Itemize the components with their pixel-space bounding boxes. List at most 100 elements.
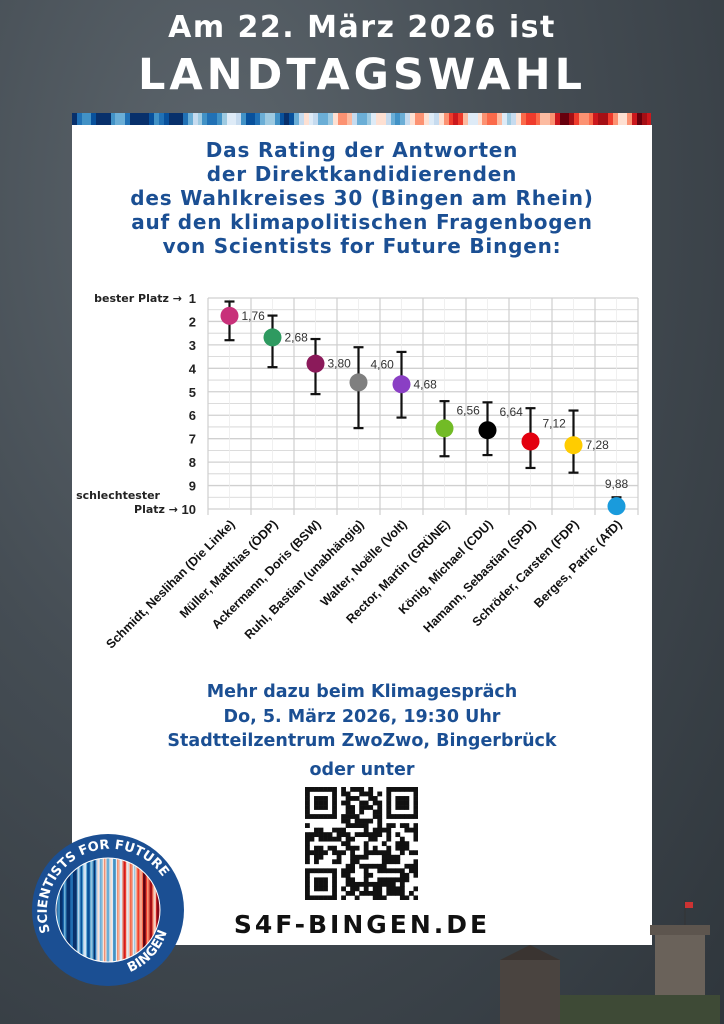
qr-module (386, 791, 392, 797)
stripe (125, 113, 130, 125)
logo-stripe (74, 858, 76, 962)
qr-module (386, 881, 392, 887)
qr-module (314, 796, 319, 801)
qr-module (309, 836, 315, 842)
stripe (187, 113, 193, 125)
qr-module (372, 796, 378, 801)
qr-module (395, 868, 401, 874)
stripe (443, 113, 449, 125)
stripe (144, 113, 150, 125)
qr-module (395, 841, 401, 847)
stripe (381, 113, 386, 125)
qr-module (359, 791, 365, 797)
qr-module (350, 809, 356, 815)
qr-module (332, 845, 337, 851)
qr-module (372, 890, 378, 896)
intro-line: des Wahlkreises 30 (Bingen am Rhein) (130, 186, 594, 210)
qr-module (381, 895, 387, 900)
qr-module (314, 854, 319, 860)
qr-module (318, 814, 324, 819)
logo-stripe (104, 858, 106, 962)
qr-module (413, 827, 418, 833)
qr-module (368, 832, 374, 838)
stripe (260, 113, 266, 125)
qr-module (341, 886, 346, 892)
qr-module (377, 890, 383, 896)
qr-module (336, 832, 342, 838)
qr-module (390, 859, 396, 865)
stripe (231, 113, 237, 125)
qr-code[interactable] (305, 787, 418, 900)
qr-module (408, 890, 414, 896)
qr-module (372, 809, 378, 815)
stripe (545, 113, 550, 125)
y-annotation-best: bester Platz → (94, 292, 182, 305)
logo-stripe (131, 858, 133, 962)
qr-module (345, 890, 351, 896)
stripe (511, 113, 517, 125)
qr-module (359, 890, 365, 896)
data-point (607, 497, 626, 516)
qr-module (399, 881, 405, 887)
qr-module (359, 809, 365, 815)
event-info: Mehr dazu beim Klimagespräch Do, 5. März… (72, 680, 652, 782)
data-point (478, 421, 497, 440)
logo-stripe (158, 858, 160, 962)
qr-module (350, 805, 356, 810)
qr-module (413, 872, 418, 878)
qr-module (332, 886, 337, 892)
stripe (366, 113, 372, 125)
stripe (400, 113, 406, 125)
qr-module (413, 809, 418, 815)
qr-module (350, 796, 356, 801)
qr-module (345, 823, 351, 828)
data-label: 2,68 (285, 330, 309, 344)
logo-stripe (89, 858, 92, 962)
qr-module (318, 832, 324, 838)
qr-module (345, 868, 351, 874)
data-point (220, 306, 239, 325)
logo-stripe (126, 858, 128, 962)
logo-stripe (145, 858, 148, 962)
qr-module (336, 854, 342, 860)
qr-module (332, 836, 337, 842)
stripe (274, 113, 280, 125)
qr-module (323, 895, 328, 900)
qr-module (404, 845, 410, 851)
logo-stripe (95, 858, 97, 962)
stripe (154, 113, 159, 125)
stripe (183, 113, 188, 125)
qr-module (318, 877, 324, 883)
stripe (371, 113, 377, 125)
stripe (139, 113, 145, 125)
qr-module (341, 895, 346, 900)
qr-module (332, 850, 337, 856)
qr-module (345, 814, 351, 819)
y-tick-label: 1 (189, 291, 196, 306)
qr-module (404, 827, 410, 833)
website-link[interactable]: S4F-BINGEN.DE (233, 910, 491, 939)
event-or: oder unter (309, 759, 415, 780)
qr-module (341, 818, 346, 824)
qr-module (399, 800, 405, 806)
qr-module (386, 805, 392, 810)
qr-module (354, 823, 360, 828)
qr-module (372, 827, 378, 833)
qr-module (314, 805, 319, 810)
qr-module (377, 800, 383, 806)
stripe (221, 113, 227, 125)
qr-module (372, 832, 378, 838)
qr-module (350, 868, 356, 874)
qr-module (305, 836, 310, 842)
stripe (525, 113, 531, 125)
stripe (298, 113, 304, 125)
qr-module (408, 814, 414, 819)
stripe (414, 113, 420, 125)
qr-module (377, 863, 383, 869)
stripe (76, 113, 82, 125)
logo-stripe (130, 858, 132, 962)
logo-stripe (62, 858, 64, 962)
stripe (91, 113, 97, 125)
qr-module (404, 823, 410, 828)
qr-module (395, 800, 401, 806)
